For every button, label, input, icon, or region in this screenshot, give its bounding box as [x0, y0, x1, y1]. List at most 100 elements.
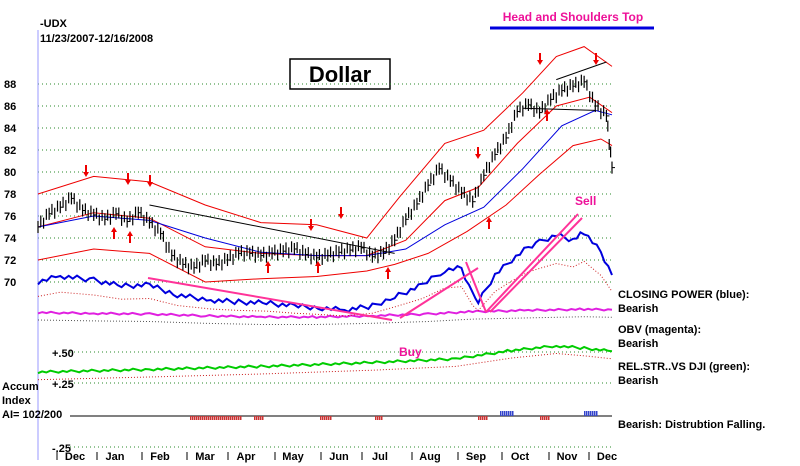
accum-bar-positive — [592, 411, 594, 416]
accum-bar-negative — [260, 416, 262, 420]
buy-arrow-head — [111, 227, 117, 232]
trendline — [522, 107, 596, 111]
accum-bar-positive — [504, 411, 506, 416]
buy-arrow-head — [265, 261, 271, 266]
accum-bar-negative — [222, 416, 224, 420]
sell-arrow-head — [125, 180, 131, 185]
accum-bar-negative — [194, 416, 196, 420]
accum-bar-negative — [262, 416, 264, 420]
x-tick-label: Dec — [65, 451, 85, 463]
accum-bar-positive — [508, 411, 510, 416]
sell-arrow-head — [537, 60, 543, 65]
trendline — [149, 204, 395, 254]
accum-bar-positive — [596, 411, 598, 416]
accum-bar-positive — [512, 411, 514, 416]
trendline — [556, 61, 607, 81]
trend-annotation — [465, 261, 487, 313]
accum-bar-negative — [375, 416, 377, 420]
accum-bar-negative — [330, 416, 332, 420]
x-tick-label: Jan — [106, 451, 125, 463]
accum-bar-negative — [322, 416, 324, 420]
sell-arrow-head — [593, 60, 599, 65]
accum-bar-negative — [540, 416, 542, 420]
x-tick-label: May — [282, 451, 304, 463]
accum-bar-negative — [320, 416, 322, 420]
accum-bar-negative — [328, 416, 330, 420]
accum-bar-negative — [258, 416, 260, 420]
accum-bar-negative — [240, 416, 242, 420]
accum-bar-negative — [379, 416, 381, 420]
accum-bar-positive — [506, 411, 508, 416]
accum-bar-negative — [482, 416, 484, 420]
x-tick-label: Jul — [372, 451, 388, 463]
x-tick-label: Jun — [329, 451, 349, 463]
lower-band-line — [37, 138, 613, 283]
relstr-average — [37, 352, 613, 381]
accum-bar-negative — [192, 416, 194, 420]
accum-bar-negative — [208, 416, 210, 420]
trend-annotation — [147, 277, 393, 321]
chart-title: Dollar — [309, 62, 372, 87]
accum-bar-negative — [326, 416, 328, 420]
accum-bar-negative — [542, 416, 544, 420]
accum-bar-negative — [200, 416, 202, 420]
chart-symbol: -UDX — [40, 18, 68, 30]
accum-bar-negative — [204, 416, 206, 420]
trend-annotation — [485, 213, 579, 313]
accum-bar-negative — [232, 416, 234, 420]
accum-bar-negative — [210, 416, 212, 420]
accum-bar-negative — [224, 416, 226, 420]
x-axis-ticks: Dec Jan Feb Mar Apr May Jun Jul Aug Sep Oct Nov Dec — [56, 451, 617, 463]
buy-arrow-head — [127, 231, 133, 236]
y-tick-label: 70 — [4, 277, 16, 289]
sell-arrow-head — [475, 154, 481, 159]
relstr-status: Bearish — [618, 375, 659, 387]
closing-power-label: CLOSING POWER (blue): — [618, 289, 749, 301]
red-moving-average — [37, 96, 613, 257]
trend-annotation — [489, 217, 583, 313]
accum-bar-positive — [588, 411, 590, 416]
accum-bar-negative — [230, 416, 232, 420]
y-tick-label: 78 — [4, 189, 16, 201]
buy-arrow-head — [486, 217, 492, 222]
accum-bar-negative — [324, 416, 326, 420]
accum-bar-negative — [216, 416, 218, 420]
accum-bar-negative — [236, 416, 238, 420]
accum-bar-negative — [202, 416, 204, 420]
accum-bar-positive — [584, 411, 586, 416]
price-series — [37, 74, 615, 275]
y-tick-label: 76 — [4, 211, 16, 223]
trend-annotation — [399, 267, 479, 319]
obv-line — [37, 307, 613, 319]
accum-bar-negative — [220, 416, 222, 420]
accum-bar-negative — [544, 416, 546, 420]
accum-bar-negative — [218, 416, 220, 420]
accum-bar-negative — [238, 416, 240, 420]
accum-bar-negative — [206, 416, 208, 420]
x-tick-label: Dec — [597, 451, 617, 463]
x-tick-label: Mar — [195, 451, 215, 463]
obv-status: Bearish — [618, 338, 659, 350]
chart-date-range: 11/23/2007-12/16/2008 — [40, 33, 153, 45]
accum-bar-positive — [502, 411, 504, 416]
accum-bar-negative — [196, 416, 198, 420]
accum-bar-negative — [486, 416, 488, 420]
accum-bar-positive — [590, 411, 592, 416]
accum-bar-negative — [226, 416, 228, 420]
accum-bar-negative — [381, 416, 383, 420]
accum-bar-negative — [546, 416, 548, 420]
accum-bar-positive — [500, 411, 502, 416]
pattern-label: Head and Shoulders Top — [503, 10, 643, 24]
accum-bar-positive — [594, 411, 596, 416]
accum-tick-25: +.25 — [52, 379, 74, 391]
sell-arrow-head — [338, 214, 344, 219]
accum-bar-negative — [212, 416, 214, 420]
accum-bar-negative — [377, 416, 379, 420]
buy-arrow-head — [315, 261, 321, 266]
blue-moving-average — [37, 109, 613, 257]
accum-bar-negative — [548, 416, 550, 420]
accum-status: Bearish: Distrubtion Falling. — [618, 419, 765, 431]
accum-histogram — [70, 411, 612, 420]
obv-average — [37, 316, 613, 325]
